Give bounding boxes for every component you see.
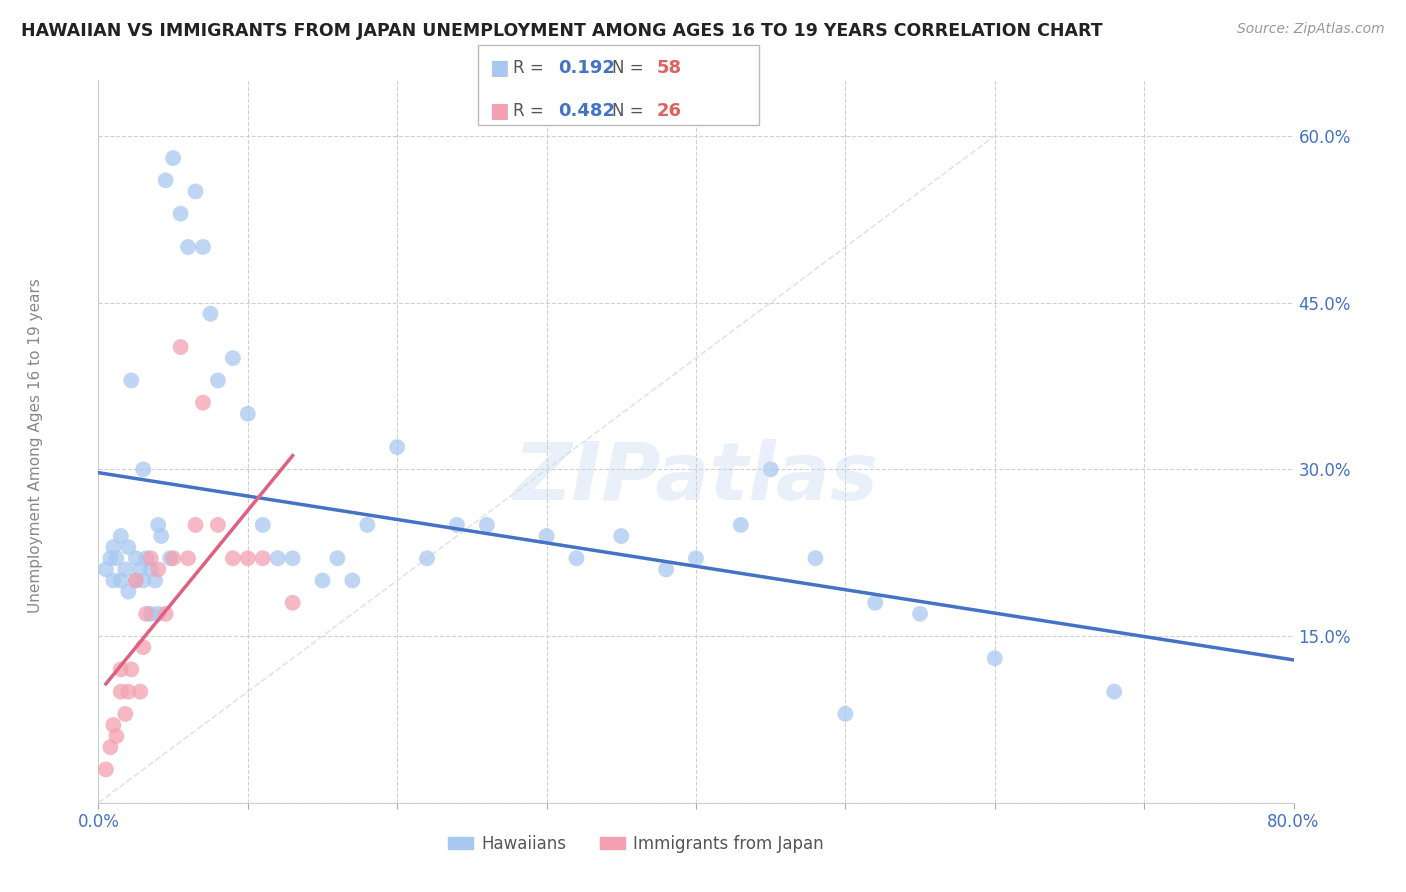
Hawaiians	[311, 574, 333, 588]
Hawaiians	[162, 151, 184, 165]
Immigrants from Japan	[129, 684, 152, 698]
Hawaiians	[342, 574, 364, 588]
Hawaiians	[184, 185, 207, 199]
Hawaiians	[984, 651, 1007, 665]
Immigrants from Japan	[222, 551, 245, 566]
Immigrants from Japan	[281, 596, 304, 610]
Text: 0.192: 0.192	[558, 59, 614, 77]
Hawaiians	[326, 551, 349, 566]
Hawaiians	[177, 240, 200, 254]
Immigrants from Japan	[184, 517, 207, 532]
Immigrants from Japan	[155, 607, 177, 621]
Immigrants from Japan	[207, 517, 229, 532]
Text: ■: ■	[489, 101, 509, 120]
Text: ZIPatlas: ZIPatlas	[513, 439, 879, 516]
Hawaiians	[139, 562, 162, 576]
Immigrants from Japan	[162, 551, 184, 566]
Hawaiians	[759, 462, 782, 476]
Immigrants from Japan	[125, 574, 148, 588]
Text: 0.482: 0.482	[558, 102, 616, 120]
Immigrants from Japan	[139, 551, 162, 566]
Immigrants from Japan	[120, 662, 142, 676]
Immigrants from Japan	[191, 395, 214, 409]
Text: HAWAIIAN VS IMMIGRANTS FROM JAPAN UNEMPLOYMENT AMONG AGES 16 TO 19 YEARS CORRELA: HAWAIIAN VS IMMIGRANTS FROM JAPAN UNEMPL…	[21, 22, 1102, 40]
Text: ■: ■	[489, 58, 509, 78]
Hawaiians	[139, 607, 162, 621]
Immigrants from Japan	[135, 607, 157, 621]
Hawaiians	[98, 551, 122, 566]
Immigrants from Japan	[177, 551, 200, 566]
Immigrants from Japan	[117, 684, 139, 698]
Hawaiians	[200, 307, 222, 321]
Hawaiians	[222, 351, 245, 366]
Hawaiians	[267, 551, 290, 566]
Hawaiians	[105, 551, 128, 566]
Immigrants from Japan	[94, 763, 117, 777]
Hawaiians	[125, 574, 148, 588]
Hawaiians	[117, 584, 139, 599]
Text: N =: N =	[612, 59, 648, 77]
Hawaiians	[834, 706, 856, 721]
Hawaiians	[110, 529, 132, 543]
Text: Source: ZipAtlas.com: Source: ZipAtlas.com	[1237, 22, 1385, 37]
Hawaiians	[385, 440, 409, 454]
Hawaiians	[155, 173, 177, 187]
Text: 26: 26	[657, 102, 682, 120]
Hawaiians	[125, 551, 148, 566]
Hawaiians	[1104, 684, 1126, 698]
Text: R =: R =	[513, 102, 550, 120]
Immigrants from Japan	[105, 729, 128, 743]
Hawaiians	[135, 551, 157, 566]
Immigrants from Japan	[103, 718, 125, 732]
Hawaiians	[655, 562, 678, 576]
Hawaiians	[252, 517, 274, 532]
Hawaiians	[356, 517, 378, 532]
Hawaiians	[908, 607, 931, 621]
Hawaiians	[804, 551, 827, 566]
Hawaiians	[610, 529, 633, 543]
Immigrants from Japan	[110, 684, 132, 698]
Immigrants from Japan	[114, 706, 136, 721]
Hawaiians	[103, 574, 125, 588]
Immigrants from Japan	[169, 340, 191, 354]
Hawaiians	[110, 574, 132, 588]
Text: R =: R =	[513, 59, 550, 77]
Hawaiians	[132, 574, 155, 588]
Hawaiians	[148, 607, 170, 621]
Legend: Hawaiians, Immigrants from Japan: Hawaiians, Immigrants from Japan	[441, 828, 831, 860]
Text: N =: N =	[612, 102, 648, 120]
Hawaiians	[207, 373, 229, 387]
Hawaiians	[94, 562, 117, 576]
Hawaiians	[129, 562, 152, 576]
Hawaiians	[114, 562, 136, 576]
Hawaiians	[132, 462, 155, 476]
Hawaiians	[117, 540, 139, 554]
Hawaiians	[730, 517, 752, 532]
Hawaiians	[685, 551, 707, 566]
Hawaiians	[103, 540, 125, 554]
Hawaiians	[416, 551, 439, 566]
Hawaiians	[143, 574, 166, 588]
Hawaiians	[565, 551, 588, 566]
Hawaiians	[120, 373, 142, 387]
Immigrants from Japan	[110, 662, 132, 676]
Text: 58: 58	[657, 59, 682, 77]
Hawaiians	[446, 517, 468, 532]
Text: Unemployment Among Ages 16 to 19 years: Unemployment Among Ages 16 to 19 years	[28, 278, 42, 614]
Hawaiians	[281, 551, 304, 566]
Immigrants from Japan	[148, 562, 170, 576]
Hawaiians	[865, 596, 887, 610]
Hawaiians	[475, 517, 498, 532]
Hawaiians	[191, 240, 214, 254]
Hawaiians	[169, 207, 191, 221]
Immigrants from Japan	[132, 640, 155, 655]
Immigrants from Japan	[236, 551, 259, 566]
Immigrants from Japan	[252, 551, 274, 566]
Immigrants from Japan	[98, 740, 122, 755]
Hawaiians	[148, 517, 170, 532]
Hawaiians	[236, 407, 259, 421]
Hawaiians	[150, 529, 173, 543]
Hawaiians	[536, 529, 558, 543]
Hawaiians	[159, 551, 181, 566]
